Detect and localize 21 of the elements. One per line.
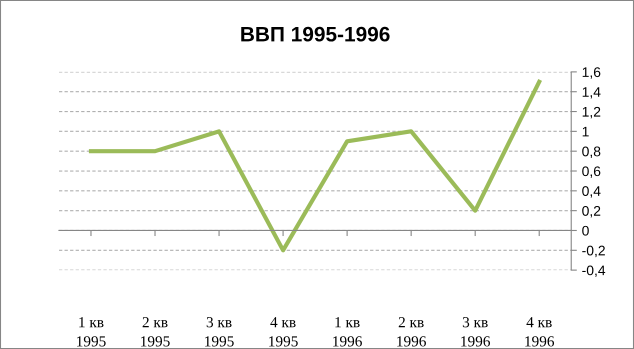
x-tick-label: 1 кв 1995 bbox=[77, 317, 106, 346]
x-tick-label: 4 кв 1995 bbox=[269, 317, 298, 346]
y-tick-label: 0,6 bbox=[582, 166, 600, 178]
y-tick-label: 1,2 bbox=[582, 106, 600, 118]
x-tick-label: 2 кв 1996 bbox=[397, 317, 426, 346]
y-tick-label: 0,2 bbox=[582, 206, 600, 218]
y-tick-label: 0 bbox=[582, 226, 589, 236]
line-series bbox=[88, 80, 542, 252]
x-tick-label: 4 кв 1996 bbox=[525, 317, 554, 346]
x-tick-label: 3 кв 1996 bbox=[461, 317, 490, 346]
y-tick-label: -0,4 bbox=[582, 265, 606, 277]
y-tick-label: 1,6 bbox=[582, 67, 600, 79]
y-tick-label: -0,2 bbox=[582, 246, 605, 258]
x-tick-label: 3 кв 1995 bbox=[205, 317, 234, 346]
x-tick-label: 1 кв 1996 bbox=[333, 317, 362, 346]
y-tick-label: 1,4 bbox=[582, 87, 601, 99]
y-tick-label: 0,4 bbox=[582, 186, 601, 198]
y-tick-label: 1 bbox=[582, 126, 589, 136]
y-tick-label: 0,8 bbox=[582, 146, 600, 158]
x-tick-label: 2 кв 1995 bbox=[141, 317, 170, 346]
chart-title: ВВП 1995-1996 bbox=[241, 26, 390, 42]
